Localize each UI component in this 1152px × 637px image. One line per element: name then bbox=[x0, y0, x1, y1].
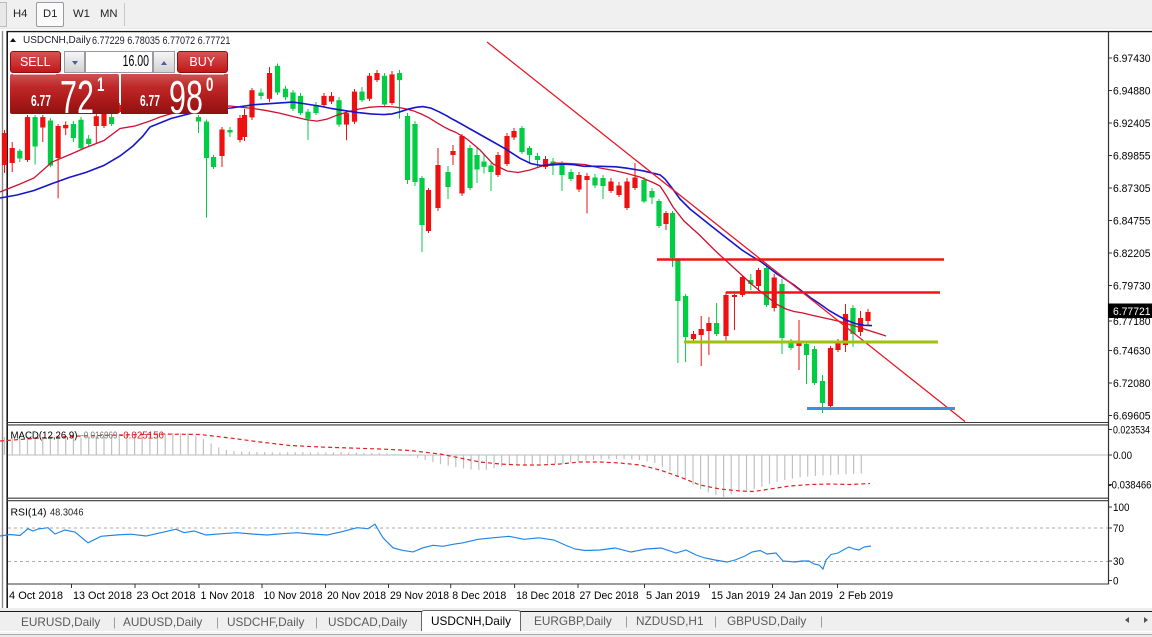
svg-text:6.72080: 6.72080 bbox=[1113, 378, 1151, 390]
svg-text:6.82205: 6.82205 bbox=[1113, 248, 1151, 260]
svg-text:2 Feb 2019: 2 Feb 2019 bbox=[839, 590, 893, 602]
svg-text:48.3046: 48.3046 bbox=[50, 507, 84, 519]
svg-text:20 Nov 2018: 20 Nov 2018 bbox=[327, 590, 386, 602]
svg-text:6.69605: 6.69605 bbox=[1113, 411, 1151, 423]
svg-text:6.92405: 6.92405 bbox=[1113, 118, 1151, 130]
svg-text:15 Jan 2019: 15 Jan 2019 bbox=[711, 590, 770, 602]
svg-text:100: 100 bbox=[1113, 502, 1130, 514]
svg-text:13 Oct 2018: 13 Oct 2018 bbox=[73, 590, 132, 602]
svg-text:0: 0 bbox=[1113, 576, 1119, 588]
svg-text:6.74630: 6.74630 bbox=[1113, 346, 1151, 358]
svg-text:0.023534: 0.023534 bbox=[1113, 425, 1150, 437]
svg-text:18 Dec 2018: 18 Dec 2018 bbox=[516, 590, 575, 602]
svg-text:MACD(12,26,9): MACD(12,26,9) bbox=[11, 430, 78, 442]
svg-text:0.00: 0.00 bbox=[1113, 450, 1132, 462]
svg-text:4 Oct 2018: 4 Oct 2018 bbox=[9, 590, 63, 602]
svg-text:-0.038466: -0.038466 bbox=[1109, 480, 1152, 492]
svg-text:24 Jan 2019: 24 Jan 2019 bbox=[774, 590, 833, 602]
svg-text:6.87305: 6.87305 bbox=[1113, 183, 1151, 195]
svg-text:6.94880: 6.94880 bbox=[1113, 86, 1151, 98]
svg-text:8 Dec 2018: 8 Dec 2018 bbox=[452, 590, 506, 602]
svg-text:23 Oct 2018: 23 Oct 2018 bbox=[137, 590, 196, 602]
svg-text:6.79730: 6.79730 bbox=[1113, 281, 1151, 293]
svg-text:6.84755: 6.84755 bbox=[1113, 216, 1151, 228]
svg-text:27 Dec 2018: 27 Dec 2018 bbox=[580, 590, 639, 602]
svg-text:RSI(14): RSI(14) bbox=[11, 507, 47, 519]
svg-text:-0.025156: -0.025156 bbox=[120, 430, 164, 442]
svg-text:6.77180: 6.77180 bbox=[1113, 316, 1151, 328]
svg-text:1 Nov 2018: 1 Nov 2018 bbox=[201, 590, 255, 602]
svg-text:6.77721: 6.77721 bbox=[1113, 306, 1151, 318]
svg-text:5 Jan 2019: 5 Jan 2019 bbox=[646, 590, 700, 602]
svg-text:-0.016969: -0.016969 bbox=[81, 430, 118, 442]
svg-text:6.89855: 6.89855 bbox=[1113, 151, 1151, 163]
svg-text:10 Nov 2018: 10 Nov 2018 bbox=[264, 590, 323, 602]
svg-text:6.97430: 6.97430 bbox=[1113, 53, 1151, 65]
svg-text:30: 30 bbox=[1113, 556, 1124, 568]
svg-text:70: 70 bbox=[1113, 523, 1124, 535]
svg-text:29 Nov 2018: 29 Nov 2018 bbox=[390, 590, 449, 602]
